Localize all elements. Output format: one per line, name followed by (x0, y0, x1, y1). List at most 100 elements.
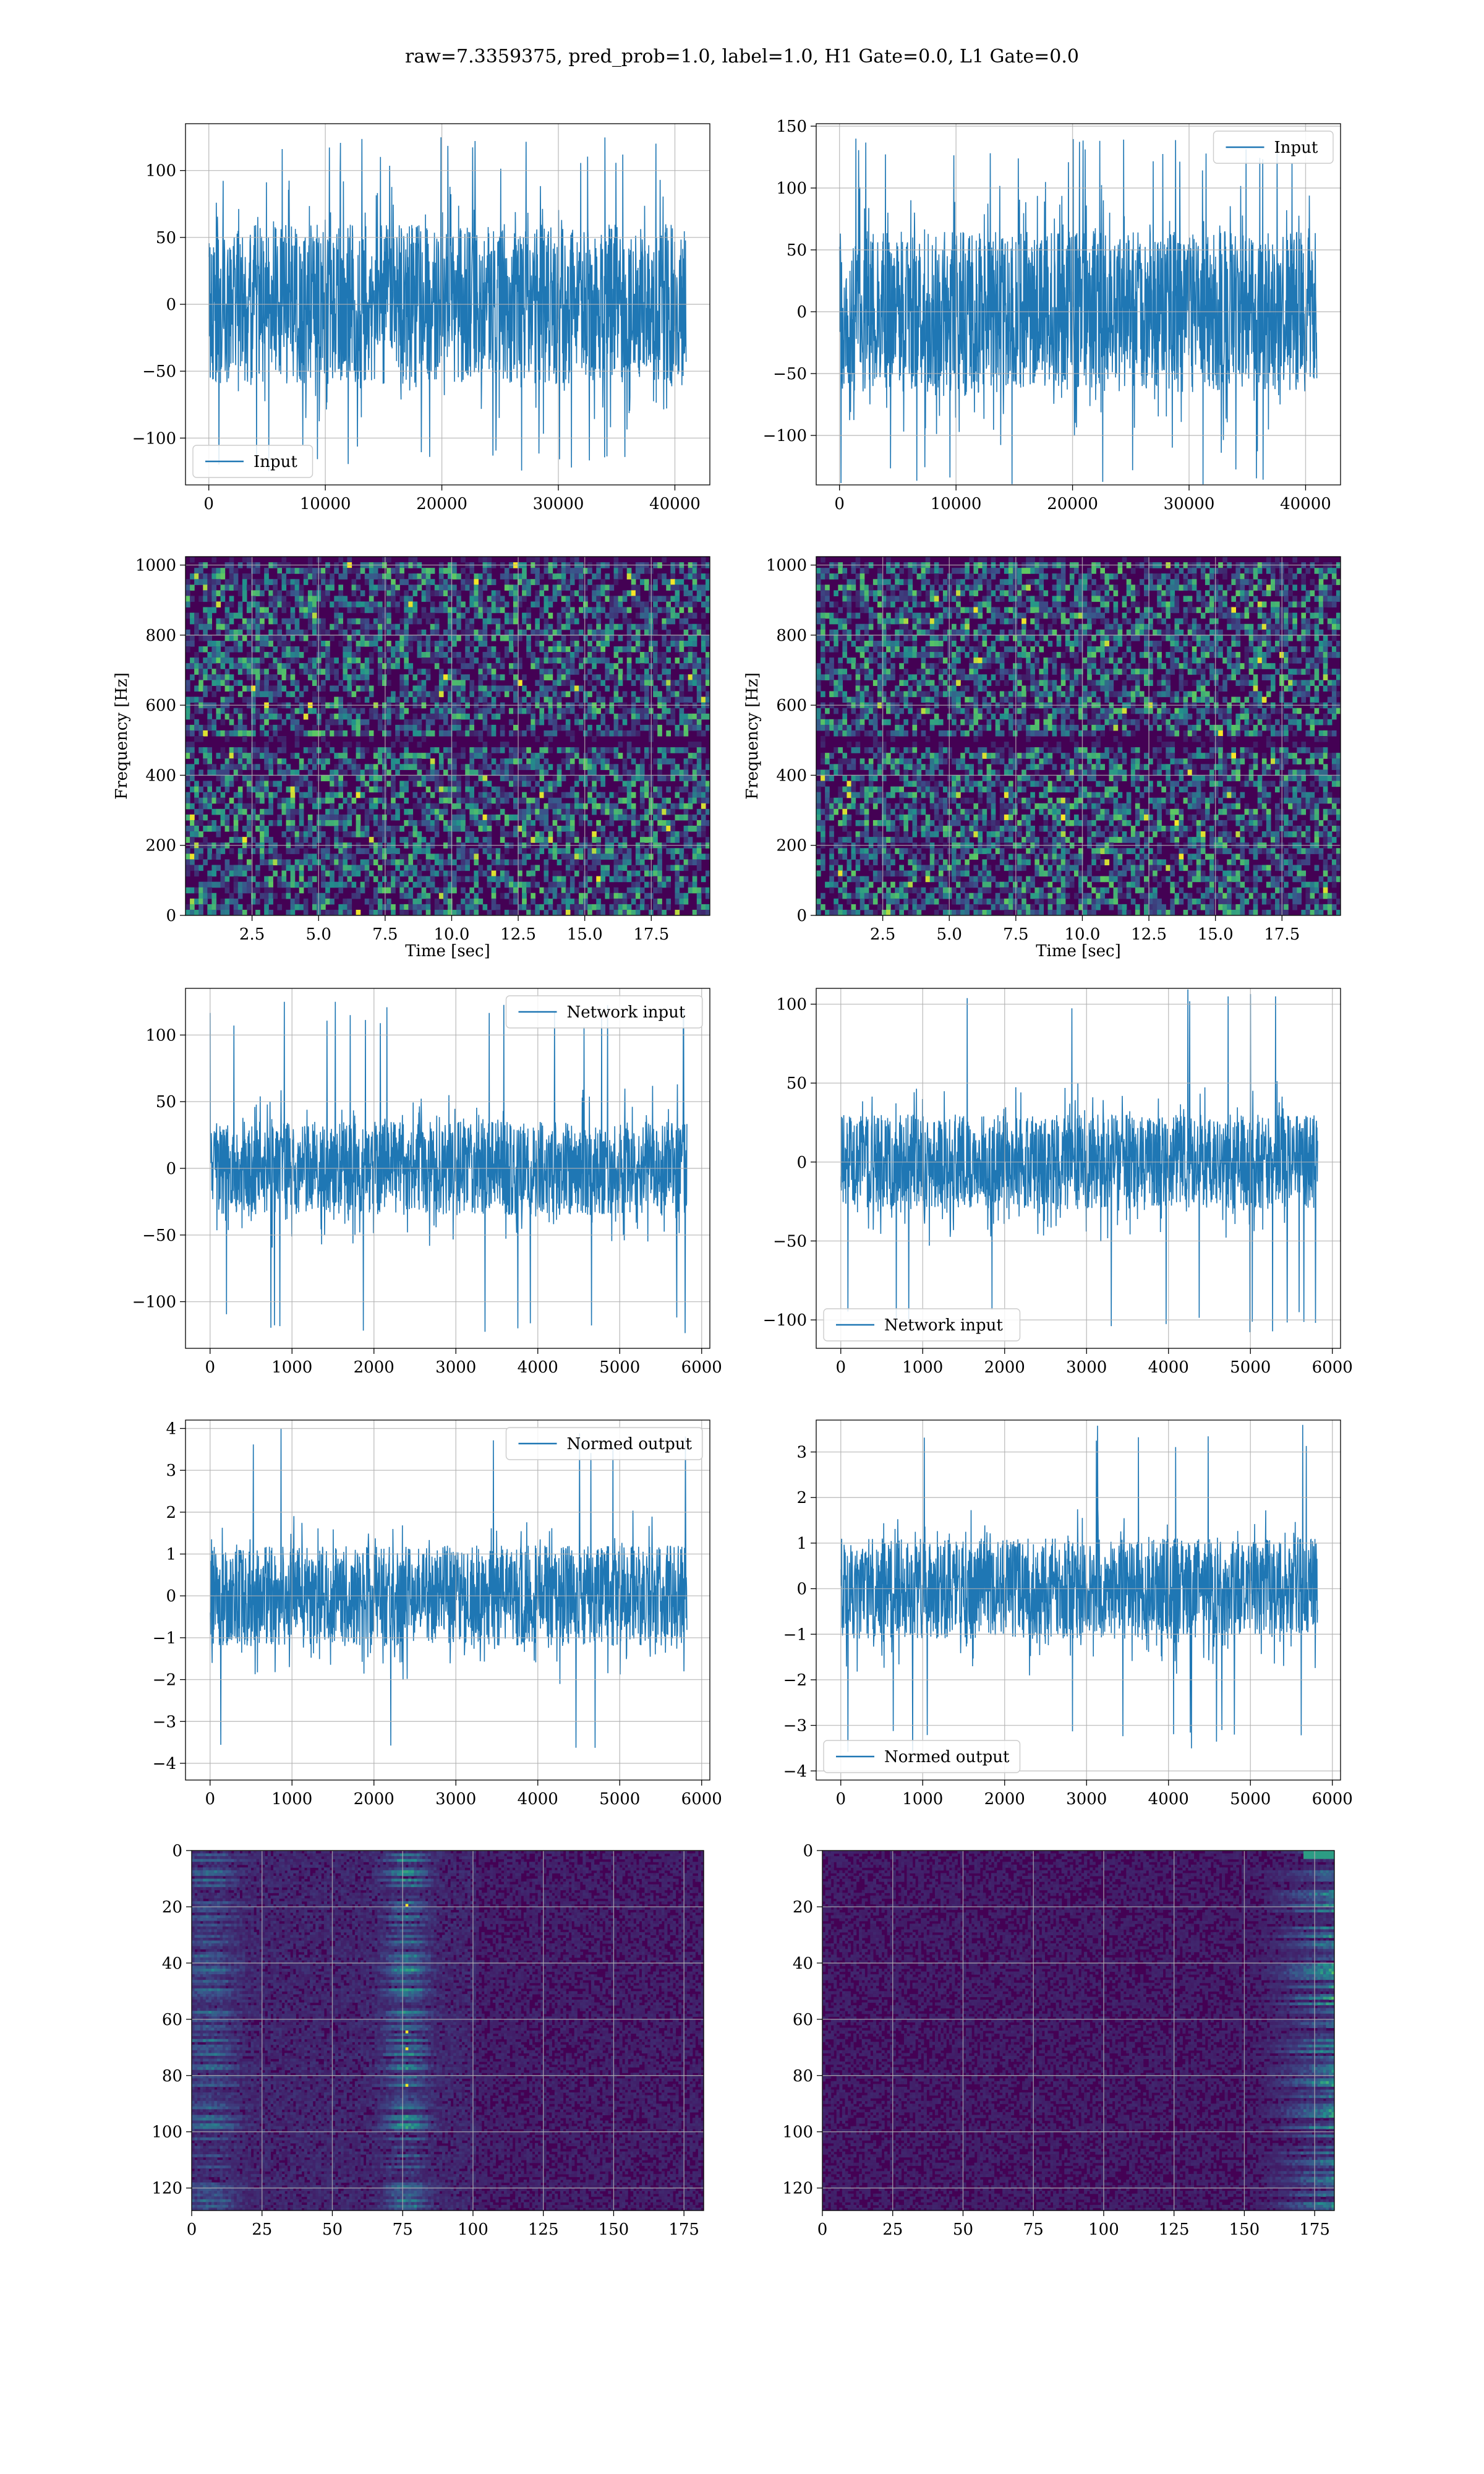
h1-spectrogram-xtick-label: 7.5 (372, 925, 398, 944)
h1-normed-output-grid (186, 1420, 710, 1780)
h1-normed-output-xtick-label: 4000 (518, 1790, 558, 1808)
h1-normed-output-xtick-label: 2000 (354, 1790, 394, 1808)
h1-network-input-ytick-label: 0 (166, 1160, 176, 1178)
l1-network-input-xtick-label: 0 (835, 1358, 846, 1377)
l1-spectrogram-xtick-label: 5.0 (937, 925, 962, 944)
h1-normed-output-legend-label: Normed output (567, 1435, 693, 1453)
l1-spectrogram-xtick-label: 7.5 (1003, 925, 1028, 944)
l1-spectrogram-frame (816, 556, 1341, 916)
l1-input-plot-area (838, 139, 1318, 485)
h1-network-input-series-line (210, 1001, 688, 1333)
l1-normed-output-plot-area (840, 1424, 1318, 1752)
h1-network-input-grid (186, 988, 710, 1348)
l1-network-input-xtick-label: 6000 (1312, 1358, 1353, 1377)
h1-feature-map-axes: 0 25 50 75 100 125 150 175 0 20 40 60 80 100 120 (151, 1842, 704, 2239)
l1-normed-output-ytick-label: −3 (783, 1717, 807, 1736)
h1-input-xtick-label: 20000 (416, 495, 467, 513)
l1-network-input-xtick-label: 4000 (1148, 1358, 1189, 1377)
l1-input-series-line (838, 139, 1318, 485)
l1-network-input-ytick-label: −100 (763, 1311, 807, 1330)
l1-feature-map-xtick-label: 125 (1159, 2220, 1190, 2239)
l1-normed-output-xtick-label: 1000 (902, 1790, 943, 1808)
h1-network-input-xtick-label: 0 (205, 1358, 215, 1377)
h1-spectrogram-plot-area (186, 557, 710, 915)
l1-normed-output-ytick-label: −2 (783, 1671, 807, 1690)
h1-feature-map-xtick-label: 0 (187, 2220, 197, 2239)
h1-spectrogram-frame (185, 556, 710, 916)
l1-network-input-frame (816, 988, 1341, 1349)
h1-network-input-xtick-label: 1000 (271, 1358, 312, 1377)
h1-network-input-ytick-label: −50 (142, 1226, 176, 1245)
h1-feature-map-xtick-label: 175 (668, 2220, 699, 2239)
h1-input-xtick-label: 10000 (300, 495, 351, 513)
h1-input-ytick-label: −100 (132, 429, 176, 448)
l1-spectrogram-ytick-label: 400 (776, 766, 807, 785)
l1-normed-output-frame (816, 1419, 1341, 1781)
l1-input-xtick-label: 10000 (931, 495, 982, 513)
h1-input-legend-label: Input (254, 453, 297, 471)
l1-spectrogram-xtick-label: 2.5 (870, 925, 895, 944)
l1-feature-map-cells (822, 1851, 1334, 2211)
h1-normed-output-ytick-label: 4 (166, 1420, 176, 1439)
l1-network-input-axes: 0 1000 2000 3000 4000 5000 6000 −100 −50 0 50 100 Ne… (763, 988, 1353, 1377)
h1-network-input-legend-label: Network input (567, 1003, 686, 1022)
l1-feature-map-ytick-label: 100 (782, 2123, 813, 2142)
l1-feature-map-xtick-label: 175 (1299, 2220, 1330, 2239)
l1-normed-output-legend: Normed output (823, 1740, 1021, 1773)
l1-network-input-legend: Network input (823, 1308, 1021, 1342)
l1-network-input-plot-area (840, 989, 1318, 1332)
h1-normed-output-plot-area (210, 1429, 688, 1748)
h1-normed-output-xtick-label: 5000 (599, 1790, 640, 1808)
l1-input-xtick-label: 30000 (1164, 495, 1215, 513)
h1-normed-output-xtick-label: 1000 (271, 1790, 312, 1808)
l1-spectrogram-xtick-label: 10.0 (1065, 925, 1101, 944)
l1-normed-output-xtick-label: 3000 (1066, 1790, 1107, 1808)
l1-input-ytick-label: 0 (796, 303, 807, 322)
h1-spectrogram-xtick-label: 15.0 (567, 925, 603, 944)
l1-network-input-xtick-label: 5000 (1230, 1358, 1271, 1377)
h1-feature-map-cells (192, 1851, 704, 2211)
h1-input-grid (186, 124, 710, 485)
h1-input-axes: 0 10000 20000 30000 40000 −100 −50 0 50 100 Input (132, 123, 710, 513)
l1-normed-output-xtick-label: 5000 (1230, 1790, 1271, 1808)
h1-feature-map-ytick-label: 120 (151, 2180, 182, 2198)
h1-normed-output-ytick-label: −4 (153, 1755, 176, 1773)
h1-network-input-xtick-label: 2000 (354, 1358, 394, 1377)
l1-input-ytick-label: 150 (776, 118, 807, 136)
h1-normed-output-ytick-label: 3 (166, 1462, 176, 1480)
h1-feature-map-xtick-label: 75 (393, 2220, 413, 2239)
l1-input-legend: Input (1213, 131, 1334, 164)
h1-normed-output-xtick-label: 3000 (435, 1790, 476, 1808)
l1-feature-map-xtick-label: 75 (1023, 2220, 1044, 2239)
l1-normed-output-series-line (840, 1424, 1318, 1752)
l1-spectrogram-xtick-label: 12.5 (1131, 925, 1167, 944)
l1-network-input-xtick-label: 1000 (902, 1358, 943, 1377)
l1-input-xtick-label: 0 (834, 495, 845, 513)
h1-network-input-ytick-label: 100 (145, 1026, 176, 1045)
h1-spectrogram-xtick-label: 12.5 (500, 925, 536, 944)
l1-feature-map-ytick-label: 120 (782, 2180, 813, 2198)
l1-network-input-ytick-label: 0 (796, 1154, 807, 1172)
h1-normed-output-ytick-label: −2 (153, 1671, 176, 1690)
h1-input-ytick-label: 100 (145, 162, 176, 181)
l1-spectrogram-plot-area (816, 557, 1341, 915)
l1-normed-output-ytick-label: −1 (783, 1625, 807, 1644)
l1-normed-output-ytick-label: 2 (796, 1489, 807, 1507)
h1-feature-map-ytick-label: 100 (151, 2123, 182, 2142)
h1-network-input-xtick-label: 3000 (435, 1358, 476, 1377)
h1-normed-output-ytick-label: −1 (153, 1629, 176, 1648)
l1-input-legend-label: Input (1274, 139, 1318, 157)
l1-normed-output-xtick-label: 6000 (1312, 1790, 1353, 1808)
h1-feature-map-xtick-label: 25 (252, 2220, 272, 2239)
h1-normed-output-frame (185, 1419, 710, 1781)
h1-input-ytick-label: −50 (142, 362, 176, 381)
l1-network-input-ytick-label: 100 (776, 996, 807, 1014)
l1-normed-output-xtick-label: 4000 (1148, 1790, 1189, 1808)
l1-normed-output-ytick-label: 3 (796, 1444, 807, 1462)
l1-network-input-ytick-label: −50 (773, 1232, 807, 1251)
h1-spectrogram-ytick-label: 600 (145, 696, 176, 715)
l1-input-ytick-label: 50 (787, 241, 807, 260)
l1-feature-map-ytick-label: 20 (793, 1898, 813, 1917)
h1-spectrogram-xtick-label: 10.0 (434, 925, 470, 944)
